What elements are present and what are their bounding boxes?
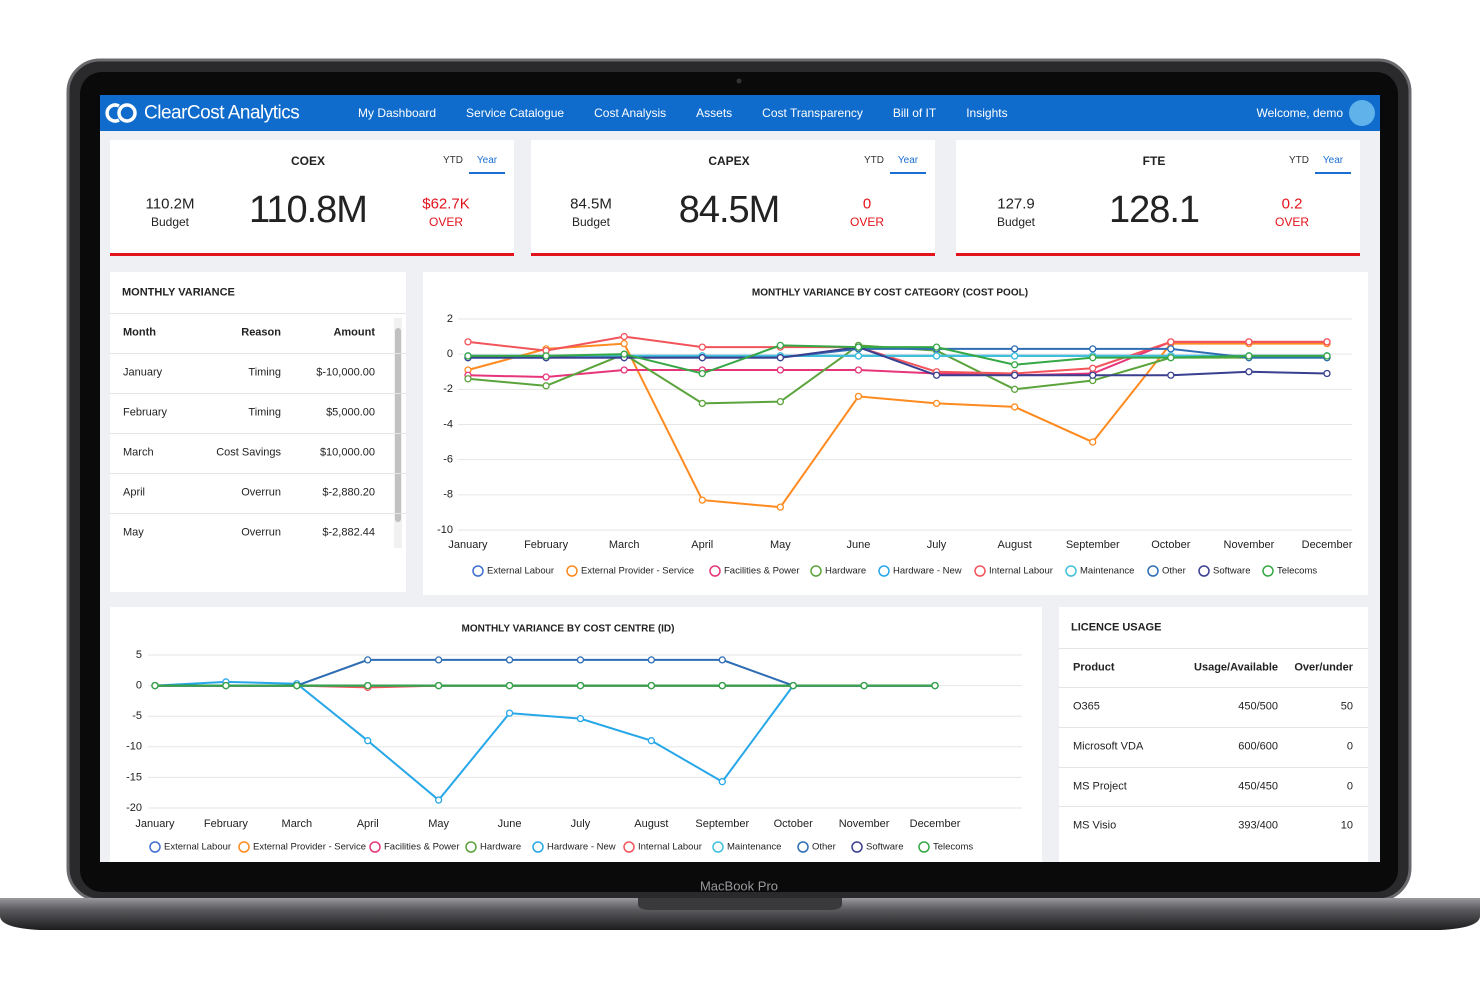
kpi-delta-label: OVER bbox=[1274, 215, 1310, 229]
kpi-tab[interactable]: Year bbox=[476, 155, 498, 166]
nav: My Dashboard Service Catalogue Cost Analys… bbox=[358, 95, 1008, 131]
monthly-variance-card: MONTHLY VARIANCE Month Reason Amount January… bbox=[110, 272, 406, 592]
logo bbox=[105, 103, 137, 123]
column-header: Amount bbox=[333, 326, 375, 339]
row-separator bbox=[110, 473, 406, 474]
kpi-delta-label: OVER bbox=[849, 215, 885, 229]
kpi-budget: 84.5M bbox=[570, 195, 612, 213]
kpi-budget: 110.2M bbox=[145, 195, 195, 213]
table-cell: May bbox=[123, 526, 144, 539]
kpi-delta: $62.7K bbox=[422, 195, 470, 213]
avatar[interactable] bbox=[1349, 100, 1375, 126]
row-separator bbox=[110, 393, 406, 394]
nav-item[interactable]: Bill of IT bbox=[892, 106, 937, 120]
kpi-tab[interactable]: Year bbox=[897, 155, 919, 166]
table-title: MONTHLY VARIANCE bbox=[122, 286, 235, 299]
table-cell: MS Visio bbox=[1073, 819, 1117, 832]
kpi-tab[interactable]: Year bbox=[1322, 155, 1344, 166]
tab-underline bbox=[890, 172, 926, 174]
kpi-value: 84.5M bbox=[678, 189, 781, 231]
kpi-title: COEX bbox=[290, 154, 326, 168]
table-cell: Overrun bbox=[241, 486, 281, 499]
row-separator bbox=[1059, 648, 1368, 649]
table-cell: $-10,000.00 bbox=[316, 366, 375, 379]
kpi-tab[interactable]: YTD bbox=[864, 155, 884, 166]
table-cell: $10,000.00 bbox=[319, 446, 375, 459]
table-cell: $5,000.00 bbox=[326, 406, 375, 419]
kpi-budget: 127.9 bbox=[997, 195, 1035, 213]
row-separator bbox=[110, 353, 406, 354]
column-header: Month bbox=[123, 326, 156, 339]
table-cell: February bbox=[123, 406, 168, 419]
table-cell: 450/500 bbox=[1238, 700, 1278, 713]
cost-centre-card bbox=[110, 607, 1042, 862]
welcome[interactable]: Welcome, demo bbox=[1256, 106, 1343, 120]
table-cell: 450/450 bbox=[1238, 780, 1278, 793]
nav-item[interactable]: My Dashboard bbox=[358, 106, 437, 120]
table-cell: April bbox=[123, 486, 146, 499]
scroll-thumb[interactable] bbox=[395, 328, 401, 522]
row-separator bbox=[110, 433, 406, 434]
table-cell: $-2,880.20 bbox=[322, 486, 375, 499]
table-cell: 0 bbox=[1346, 780, 1353, 793]
table-cell: 10 bbox=[1340, 819, 1353, 832]
table-cell: MS Project bbox=[1073, 780, 1127, 793]
table-cell: 50 bbox=[1340, 700, 1353, 713]
nav-item[interactable]: Cost Analysis bbox=[594, 106, 667, 120]
cost-category-card bbox=[423, 272, 1368, 595]
kpi-tab[interactable]: YTD bbox=[443, 155, 463, 166]
table-cell: Microsoft VDA bbox=[1073, 740, 1144, 753]
kpi-card: FTE YTD Year 127.9 Budget 128.1 0.2 OVER bbox=[956, 140, 1360, 256]
column-header: Product bbox=[1073, 661, 1115, 674]
tab-underline bbox=[1315, 172, 1351, 174]
kpi-delta: 0.2 bbox=[1281, 195, 1303, 213]
column-header: Over/under bbox=[1294, 661, 1353, 674]
kpi-budget-label: Budget bbox=[571, 215, 611, 229]
camera bbox=[736, 78, 742, 84]
kpi-value: 128.1 bbox=[1108, 189, 1200, 231]
column-header: Reason bbox=[241, 326, 281, 339]
nav-item[interactable]: Service Catalogue bbox=[466, 106, 565, 120]
top-bar: ClearCost Analytics My Dashboard Service … bbox=[100, 95, 1380, 131]
table-cell: O365 bbox=[1073, 700, 1100, 713]
table-cell: January bbox=[123, 366, 163, 379]
kpi-title: FTE bbox=[1142, 154, 1166, 168]
table-cell: $-2,882.44 bbox=[322, 526, 375, 539]
table-cell: Overrun bbox=[241, 526, 281, 539]
table-cell: 393/400 bbox=[1238, 819, 1278, 832]
nav-item[interactable]: Insights bbox=[966, 106, 1008, 120]
table-cell: 600/600 bbox=[1238, 740, 1278, 753]
kpi-card: CAPEX YTD Year 84.5M Budget 84.5M 0 OVER bbox=[531, 140, 935, 256]
row-separator bbox=[110, 513, 406, 514]
kpi-delta: 0 bbox=[862, 195, 872, 213]
row-separator bbox=[1059, 806, 1368, 807]
table-cell: Cost Savings bbox=[216, 446, 281, 459]
notch bbox=[638, 898, 842, 910]
laptop-base bbox=[0, 898, 1480, 930]
kpi-card: COEX YTD Year 110.2M Budget 110.8M $62.7K OVER bbox=[110, 140, 514, 256]
kpi-tab[interactable]: YTD bbox=[1289, 155, 1309, 166]
table-cell: March bbox=[123, 446, 154, 459]
brand: ClearCost Analytics bbox=[144, 102, 300, 124]
row-separator bbox=[1059, 767, 1368, 768]
table-cell: Timing bbox=[248, 406, 281, 419]
kpi-budget-label: Budget bbox=[150, 215, 190, 229]
licence-card: LICENCE USAGE Product Usage/Available Over/… bbox=[1059, 607, 1368, 862]
table-cell: 0 bbox=[1346, 740, 1353, 753]
row-separator bbox=[1059, 687, 1368, 688]
nav-item[interactable]: Cost Transparency bbox=[762, 106, 863, 120]
table-cell: Timing bbox=[248, 366, 281, 379]
nav-item[interactable]: Assets bbox=[696, 106, 733, 120]
device-label: MacBook Pro bbox=[700, 878, 778, 893]
kpi-delta-label: OVER bbox=[428, 215, 464, 229]
kpi-budget-label: Budget bbox=[996, 215, 1036, 229]
row-separator bbox=[110, 313, 406, 314]
row-separator bbox=[1059, 727, 1368, 728]
kpi-title: CAPEX bbox=[708, 154, 750, 168]
kpi-value: 110.8M bbox=[249, 189, 368, 231]
tab-underline bbox=[469, 172, 505, 174]
column-header: Usage/Available bbox=[1194, 661, 1278, 674]
table-title: LICENCE USAGE bbox=[1071, 621, 1162, 634]
